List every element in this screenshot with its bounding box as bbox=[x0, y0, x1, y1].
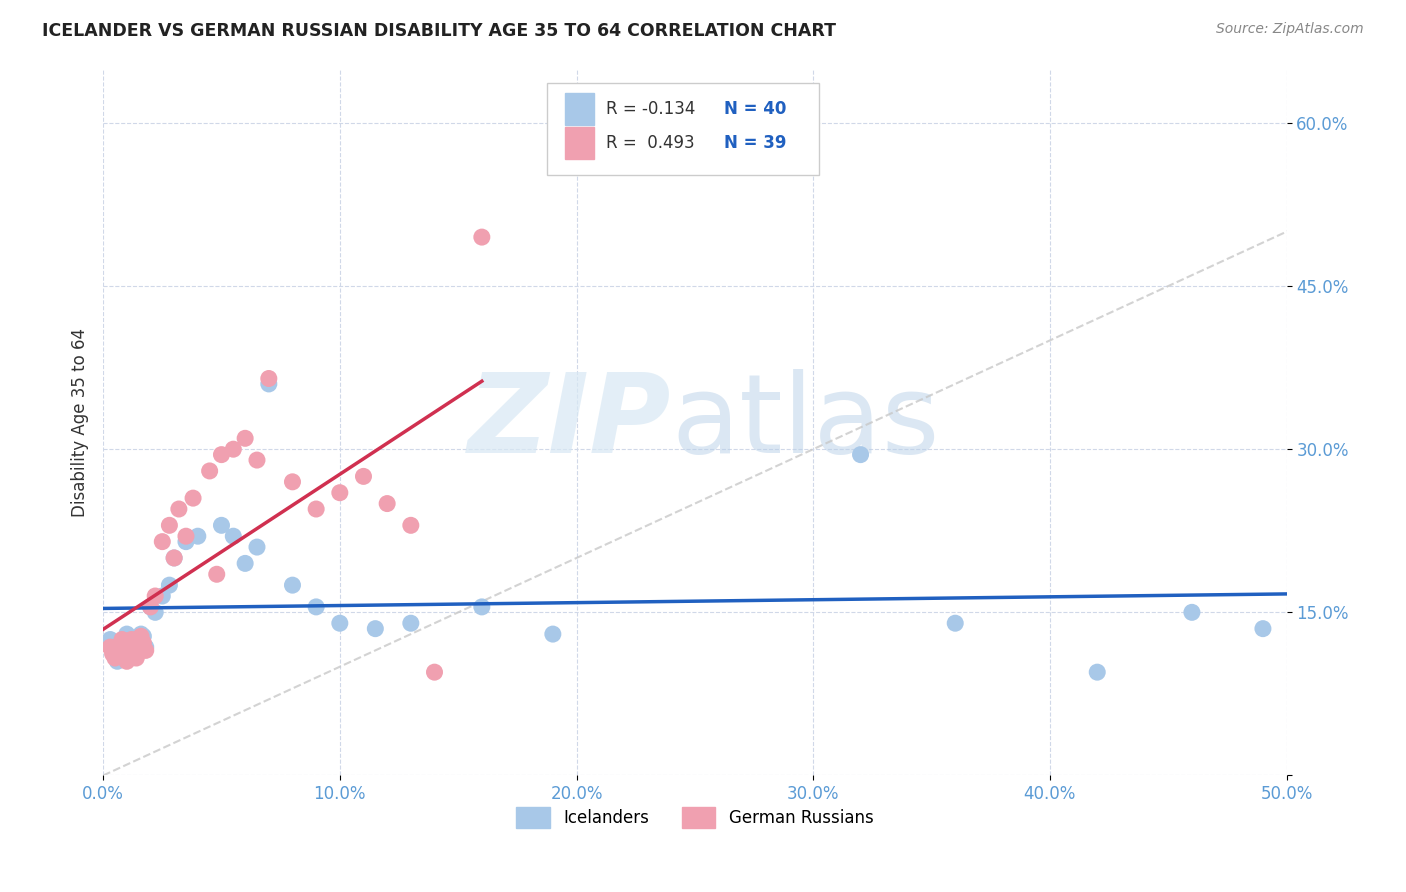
Point bbox=[105, 654, 128, 668]
Point bbox=[118, 640, 141, 654]
Point bbox=[105, 643, 128, 657]
Point bbox=[108, 638, 131, 652]
Point bbox=[143, 605, 166, 619]
Text: atlas: atlas bbox=[671, 368, 939, 475]
Text: N = 39: N = 39 bbox=[724, 134, 787, 152]
Point bbox=[128, 638, 150, 652]
Point bbox=[122, 640, 145, 654]
Point bbox=[353, 469, 375, 483]
Point bbox=[305, 502, 328, 516]
Point bbox=[1251, 622, 1274, 636]
Point bbox=[423, 665, 446, 680]
Point bbox=[129, 629, 152, 643]
Point bbox=[257, 371, 280, 385]
Point bbox=[125, 651, 148, 665]
Point bbox=[101, 640, 124, 654]
Point bbox=[329, 616, 352, 631]
Text: N = 40: N = 40 bbox=[724, 100, 787, 118]
Point bbox=[329, 485, 352, 500]
Point bbox=[104, 651, 127, 665]
Point bbox=[305, 599, 328, 614]
Point bbox=[233, 431, 256, 445]
Bar bbox=[565, 93, 595, 125]
Point bbox=[115, 627, 138, 641]
Point bbox=[111, 638, 134, 652]
Bar bbox=[565, 127, 595, 159]
Point bbox=[174, 529, 197, 543]
Point bbox=[211, 448, 233, 462]
Point bbox=[281, 578, 304, 592]
Point bbox=[135, 640, 157, 654]
Point bbox=[101, 647, 124, 661]
Point bbox=[222, 442, 245, 457]
Point bbox=[943, 616, 966, 631]
Y-axis label: Disability Age 35 to 64: Disability Age 35 to 64 bbox=[72, 327, 89, 516]
Point bbox=[115, 654, 138, 668]
Point bbox=[143, 589, 166, 603]
Point bbox=[246, 540, 269, 554]
Point bbox=[174, 534, 197, 549]
FancyBboxPatch shape bbox=[547, 83, 820, 175]
Point bbox=[121, 632, 143, 647]
Point bbox=[108, 643, 131, 657]
Point bbox=[471, 230, 494, 244]
Text: R = -0.134: R = -0.134 bbox=[606, 100, 696, 118]
Point bbox=[399, 616, 422, 631]
Text: ZIP: ZIP bbox=[468, 368, 671, 475]
Point bbox=[139, 599, 162, 614]
Point bbox=[541, 627, 564, 641]
Text: Source: ZipAtlas.com: Source: ZipAtlas.com bbox=[1216, 22, 1364, 37]
Point bbox=[114, 648, 136, 663]
Point bbox=[246, 453, 269, 467]
Point bbox=[1181, 605, 1204, 619]
Legend: Icelanders, German Russians: Icelanders, German Russians bbox=[509, 801, 880, 834]
Point bbox=[1085, 665, 1108, 680]
Point bbox=[471, 599, 494, 614]
Point bbox=[167, 502, 190, 516]
Point bbox=[222, 529, 245, 543]
Point bbox=[849, 448, 872, 462]
Point bbox=[104, 648, 127, 663]
Point bbox=[181, 491, 204, 505]
Point bbox=[399, 518, 422, 533]
Point bbox=[114, 651, 136, 665]
Point bbox=[364, 622, 387, 636]
Point bbox=[211, 518, 233, 533]
Point bbox=[128, 636, 150, 650]
Point bbox=[122, 643, 145, 657]
Point bbox=[132, 636, 155, 650]
Point bbox=[163, 551, 186, 566]
Point bbox=[121, 632, 143, 647]
Point bbox=[157, 578, 180, 592]
Point bbox=[150, 534, 173, 549]
Point bbox=[257, 376, 280, 391]
Point bbox=[375, 497, 398, 511]
Point bbox=[205, 567, 228, 582]
Point bbox=[111, 632, 134, 647]
Point bbox=[135, 643, 157, 657]
Point bbox=[150, 589, 173, 603]
Text: R =  0.493: R = 0.493 bbox=[606, 134, 695, 152]
Point bbox=[129, 627, 152, 641]
Point bbox=[281, 475, 304, 489]
Point bbox=[139, 599, 162, 614]
Point bbox=[132, 629, 155, 643]
Point bbox=[98, 640, 121, 654]
Point bbox=[187, 529, 209, 543]
Point bbox=[157, 518, 180, 533]
Point bbox=[118, 643, 141, 657]
Point bbox=[98, 632, 121, 647]
Point bbox=[163, 551, 186, 566]
Point bbox=[125, 647, 148, 661]
Point bbox=[233, 557, 256, 571]
Text: ICELANDER VS GERMAN RUSSIAN DISABILITY AGE 35 TO 64 CORRELATION CHART: ICELANDER VS GERMAN RUSSIAN DISABILITY A… bbox=[42, 22, 837, 40]
Point bbox=[198, 464, 221, 478]
